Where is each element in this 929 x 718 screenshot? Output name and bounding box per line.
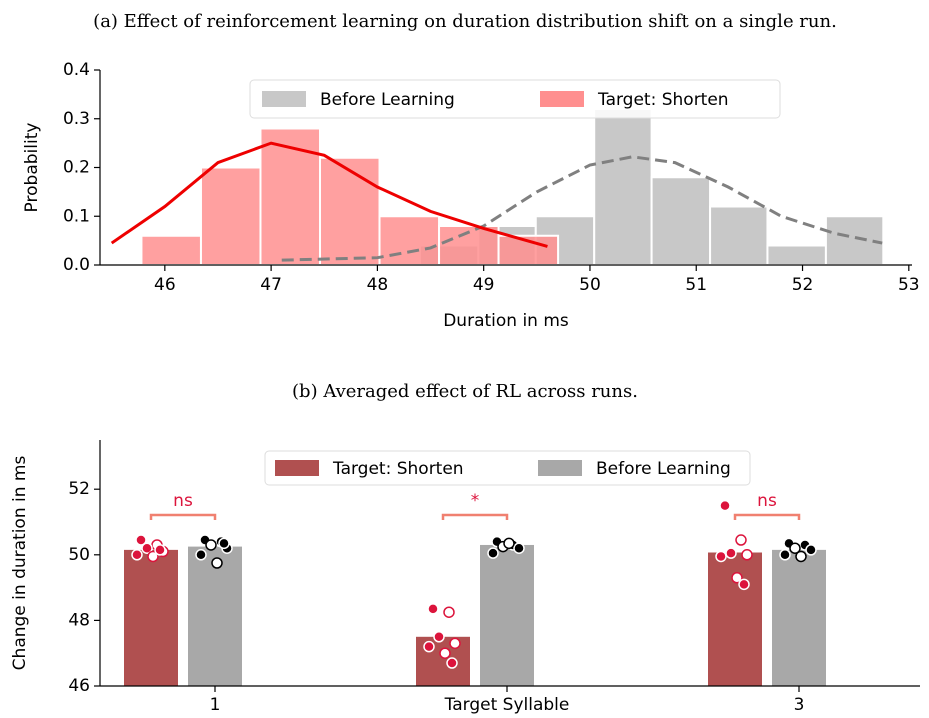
x-axis-label: Duration in ms — [443, 311, 569, 331]
data-point — [795, 550, 807, 563]
x-tick-label: 1 — [210, 695, 221, 715]
data-point — [141, 542, 153, 554]
y-tick-label: 48 — [68, 610, 90, 630]
histogram-bar — [766, 244, 827, 266]
legend-box — [249, 79, 781, 119]
data-point — [443, 606, 455, 618]
chart-title: (a) Effect of reinforcement learning on … — [93, 11, 837, 32]
data-point — [205, 539, 217, 551]
histogram-bar — [140, 234, 202, 266]
significance-bracket — [441, 513, 509, 520]
kde-line — [110, 141, 548, 248]
data-point — [735, 534, 747, 546]
legend-swatch — [540, 91, 584, 107]
histogram-bar — [709, 205, 769, 266]
x-tick-label: 50 — [579, 275, 601, 295]
y-tick-label: 0.1 — [63, 206, 90, 226]
data-point — [725, 547, 737, 559]
data-point — [449, 637, 461, 650]
histogram-bar — [650, 176, 712, 266]
data-point — [487, 547, 499, 559]
data-point — [738, 578, 750, 591]
histogram-bar — [593, 108, 653, 266]
data-point — [131, 549, 143, 561]
y-tick-label: 50 — [68, 545, 90, 565]
data-point — [779, 549, 791, 561]
y-tick-label: 0.3 — [63, 109, 90, 129]
data-point — [135, 534, 147, 546]
data-point — [719, 499, 731, 512]
data-point — [741, 549, 753, 561]
data-point — [446, 657, 458, 669]
significance-label: ns — [173, 491, 193, 511]
x-tick-label: Target Syllable — [444, 695, 570, 715]
data-point — [195, 549, 207, 561]
legend-swatch — [538, 460, 582, 476]
data-point — [513, 542, 525, 554]
y-tick-label: 0.2 — [63, 158, 90, 178]
data-point — [147, 550, 159, 563]
legend-swatch — [275, 460, 319, 476]
y-tick-label: 0.4 — [63, 60, 90, 80]
legend-label: Before Learning — [320, 90, 455, 110]
data-point — [731, 572, 743, 584]
data-point — [715, 550, 727, 563]
data-point — [154, 544, 166, 556]
y-axis-label: Probability — [22, 123, 42, 213]
data-point — [211, 557, 223, 569]
x-tick-label: 49 — [473, 275, 495, 295]
bar — [124, 549, 178, 686]
x-tick-label: 48 — [367, 275, 389, 295]
x-tick-label: 53 — [898, 275, 920, 295]
histogram-bar — [319, 156, 381, 266]
x-tick-label: 3 — [794, 695, 805, 715]
data-point — [503, 537, 515, 550]
histogram-bar — [199, 166, 262, 266]
legend-label: Before Learning — [596, 459, 731, 479]
x-tick-label: 51 — [685, 275, 707, 295]
y-axis-label: Change in duration in ms — [10, 456, 30, 671]
significance-bracket — [149, 513, 217, 520]
data-point — [805, 544, 817, 556]
data-point — [423, 640, 435, 653]
bar — [480, 544, 534, 686]
data-point — [218, 537, 230, 550]
x-tick-label: 47 — [260, 275, 282, 295]
bar — [772, 549, 826, 686]
legend-swatch — [262, 91, 306, 107]
significance-label: ns — [757, 491, 777, 511]
chart-title: (b) Averaged effect of RL across runs. — [292, 381, 638, 402]
y-tick-label: 0.0 — [63, 255, 90, 275]
data-point — [789, 542, 801, 554]
y-tick-label: 46 — [68, 676, 90, 696]
kde-line — [281, 155, 883, 262]
x-tick-label: 46 — [154, 275, 176, 295]
x-tick-label: 52 — [792, 275, 814, 295]
significance-label: * — [471, 491, 480, 511]
significance-bracket — [733, 513, 801, 520]
data-point — [427, 603, 439, 615]
histogram-bar — [378, 215, 441, 266]
y-tick-label: 52 — [68, 479, 90, 499]
bar — [188, 546, 242, 686]
data-point — [439, 647, 451, 659]
legend-box — [264, 450, 751, 486]
legend-label: Target: Shorten — [332, 459, 464, 479]
legend-label: Target: Shorten — [597, 90, 729, 110]
data-point — [433, 631, 445, 643]
